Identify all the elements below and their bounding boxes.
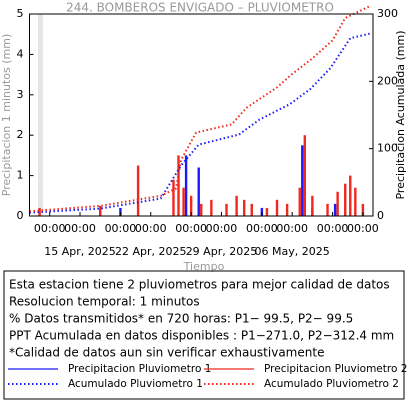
precip-bar: [326, 203, 329, 216]
precip-bar: [260, 207, 264, 216]
precip-bar: [136, 165, 140, 216]
precip-bar: [235, 195, 238, 216]
precip-bar: [210, 199, 213, 216]
precip-bar: [265, 207, 269, 216]
y2-axis-label: Precipitacion Acumulada (mm): [394, 30, 407, 199]
plot-area: [29, 4, 371, 216]
info-box: [3, 270, 405, 400]
precip-bar: [301, 145, 304, 216]
legend-label: Acumulado Pluviometro 1: [68, 378, 203, 390]
precip-bar: [225, 203, 228, 216]
info-line: PPT Acumulada en datos disponibles : P1−…: [9, 329, 394, 343]
precip-bar: [177, 155, 180, 216]
precip-bar: [172, 179, 175, 216]
precip-bar: [303, 135, 307, 216]
info-line: % Datos transmitidos* en 720 horas: P1− …: [9, 312, 353, 326]
legend-label: Precipitacion Pluviometro 2: [264, 363, 407, 375]
info-line: *Calidad de datos aun sin verificar exha…: [9, 346, 324, 360]
x-date-label: 06 May, 2025: [255, 245, 330, 258]
precip-bar: [119, 207, 122, 216]
legend-label: Acumulado Pluviometro 2: [264, 378, 399, 390]
legend-label: Precipitacion Pluviometro 1: [68, 363, 211, 375]
precip-bar: [99, 205, 102, 216]
x-tick-label: 00:00: [175, 222, 207, 235]
precip-bar: [189, 195, 193, 216]
cumulative-line: [29, 4, 371, 213]
y-tick-label: 2: [17, 128, 24, 141]
y2-tick-label: 200: [377, 74, 398, 87]
chart-title: 244. BOMBEROS ENVIGADO – PLUVIOMETRO: [66, 1, 334, 15]
precip-bar: [38, 207, 41, 216]
data-gap-band: [38, 14, 43, 216]
precip-bar: [197, 167, 200, 216]
x-tick-label: 00:00: [34, 222, 66, 235]
y-tick-label: 4: [17, 47, 24, 60]
precip-bar: [285, 203, 289, 216]
precip-bar: [354, 187, 357, 216]
x-tick-label: 00:00: [206, 222, 238, 235]
precip-bar: [361, 203, 365, 216]
x-tick-label: 00:00: [64, 222, 96, 235]
y2-tick-label: 300: [377, 7, 398, 20]
x-date-label: 22 Apr, 2025: [115, 245, 187, 258]
x-date-label: 15 Apr, 2025: [44, 245, 116, 258]
x-tick-label: 00:00: [246, 222, 278, 235]
x-tick-label: 00:00: [105, 222, 137, 235]
precip-bar: [298, 187, 301, 216]
info-line: Resolucion temporal: 1 minutos: [9, 295, 200, 309]
precip-bar: [311, 195, 314, 216]
precip-bar: [349, 175, 352, 216]
precip-bar: [184, 155, 188, 216]
info-line: Esta estacion tiene 2 pluviometros para …: [9, 278, 390, 292]
x-tick-label: 00:00: [317, 222, 349, 235]
y-tick-label: 3: [17, 88, 24, 101]
y-tick-label: 0: [17, 209, 24, 222]
precip-bar: [336, 191, 339, 216]
precip-bar: [250, 203, 253, 216]
plot-frame: [29, 13, 374, 217]
y-axis-label: Precipitacion 1 minutos (mm): [0, 34, 13, 196]
x-tick-label: 00:00: [276, 222, 308, 235]
precip-bar: [344, 183, 347, 216]
y2-tick-label: 0: [377, 209, 384, 222]
y-tick-label: 5: [17, 7, 24, 20]
y2-tick-label: 100: [377, 142, 398, 155]
precip-bar: [182, 187, 185, 216]
precip-bar: [200, 203, 203, 216]
x-tick-label: 00:00: [347, 222, 379, 235]
x-tick-label: 00:00: [135, 222, 167, 235]
x-axis-label: Tiempo: [183, 260, 225, 273]
precip-bar: [275, 199, 279, 216]
precip-bar: [242, 199, 246, 216]
precip-bar: [333, 203, 337, 216]
x-date-label: 29 Apr, 2025: [186, 245, 258, 258]
y-tick-label: 1: [17, 169, 24, 182]
cumulative-line: [29, 32, 371, 214]
